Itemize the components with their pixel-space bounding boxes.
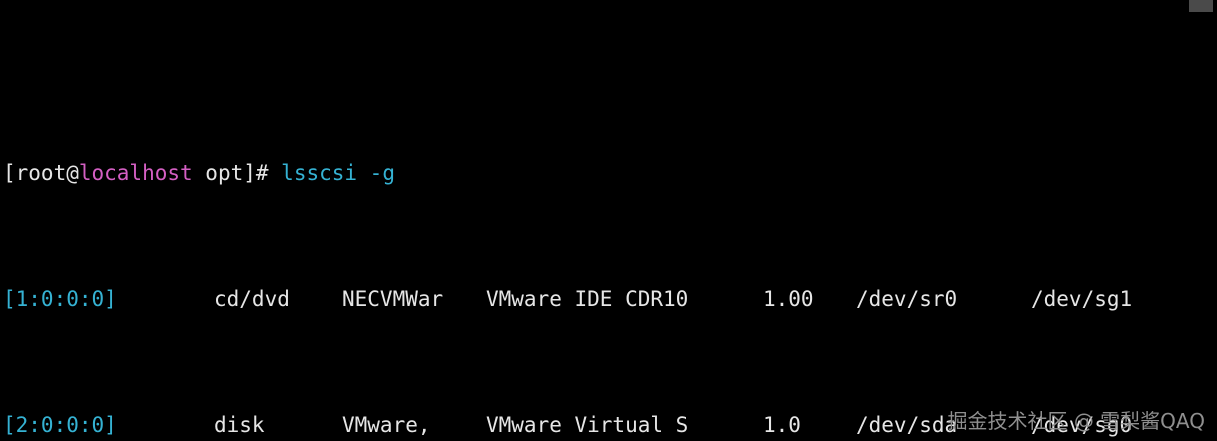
- command-text: lsscsi -g: [281, 160, 395, 185]
- scsi-id: [2:0:0:0]: [3, 412, 117, 437]
- prompt-prefix: [root@: [3, 160, 79, 185]
- prompt-host: localhost: [78, 160, 193, 185]
- vendor: NECVMWar: [342, 286, 444, 311]
- model: VMware Virtual S: [486, 412, 689, 437]
- prompt-suffix: opt]#: [192, 160, 282, 185]
- revision: 1.0: [763, 412, 801, 437]
- command-line: [root@localhost opt]# lsscsi -g: [3, 158, 1217, 190]
- vendor: VMware,: [342, 412, 431, 437]
- device-node: /dev/sda: [856, 412, 958, 437]
- device-row: [2:0:0:0] disk VMware, VMware Virtual S 1.0 /…: [3, 410, 1217, 441]
- scsi-id: [1:0:0:0]: [3, 286, 117, 311]
- device-type: cd/dvd: [214, 286, 290, 311]
- revision: 1.00: [763, 286, 814, 311]
- sg-node: /dev/sg1: [1031, 286, 1133, 311]
- scrollbar-thumb[interactable]: [1189, 0, 1213, 12]
- device-node: /dev/sr0: [856, 286, 958, 311]
- device-row: [1:0:0:0] cd/dvd NECVMWar VMware IDE CDR10 1…: [3, 284, 1217, 316]
- sg-node: /dev/sg0: [1031, 412, 1133, 437]
- watermark-text: 掘金技术社区 @ 雪梨酱QAQ: [947, 409, 1205, 433]
- device-type: disk: [214, 412, 265, 437]
- model: VMware IDE CDR10: [486, 286, 689, 311]
